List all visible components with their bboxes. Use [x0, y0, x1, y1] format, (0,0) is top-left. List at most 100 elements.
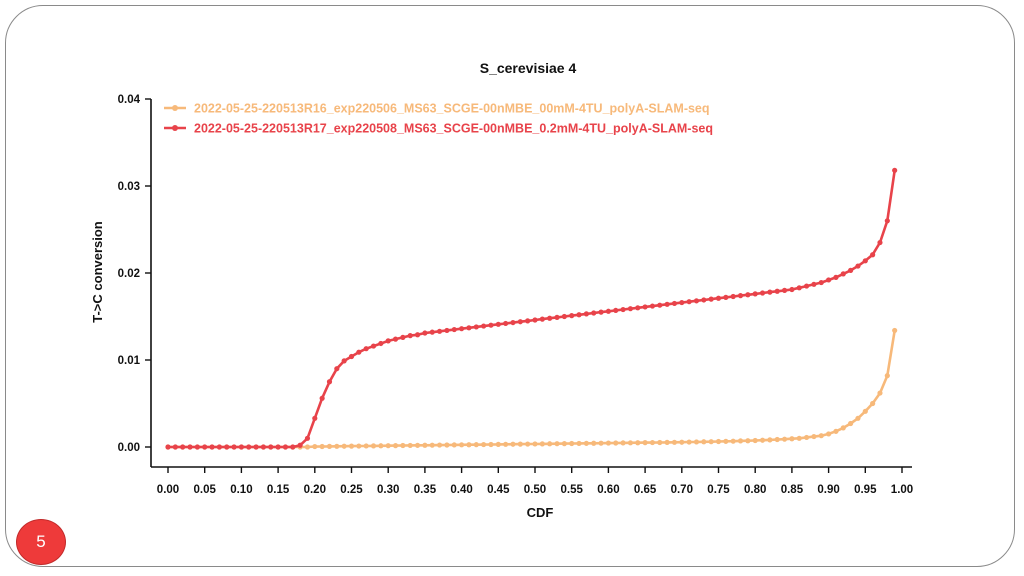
series-2-point — [356, 349, 362, 355]
series-2-point — [781, 287, 788, 293]
series-1-point — [870, 400, 876, 407]
series-1-point — [635, 440, 641, 446]
series-1-point — [686, 439, 692, 445]
series-2-point — [569, 313, 575, 319]
series-1-point — [598, 440, 604, 446]
x-tick-label: 0.05 — [194, 484, 217, 496]
series-2-point — [613, 307, 619, 314]
series-1-point — [385, 443, 391, 449]
series-2-point — [297, 442, 303, 448]
series-2-point — [547, 315, 553, 321]
series-1-point — [613, 440, 619, 446]
series-2-point — [429, 329, 435, 335]
series-1-point — [481, 441, 487, 448]
series-2-point — [605, 308, 612, 314]
series-2-point — [767, 289, 773, 295]
series-2-point — [326, 379, 333, 385]
series-2-point — [679, 299, 685, 306]
series-1-point — [803, 434, 810, 441]
series-1-point — [649, 439, 656, 446]
y-tick-label: 0.04 — [118, 94, 141, 106]
series-1-point — [510, 441, 516, 447]
x-tick-label: 0.15 — [267, 484, 290, 496]
series-1-point — [407, 442, 413, 449]
series-2-point — [216, 444, 222, 450]
series-1-point — [495, 441, 501, 447]
series-2-point — [715, 295, 722, 301]
series-1-point — [304, 444, 311, 450]
series-1-point — [664, 439, 670, 445]
x-tick-label: 0.55 — [561, 484, 584, 496]
series-1-point — [436, 442, 443, 448]
series-1-point — [855, 415, 861, 421]
series-1-point — [708, 439, 714, 445]
series-1-point — [781, 436, 788, 442]
series-2-point — [855, 263, 861, 269]
series-2-point — [774, 288, 780, 294]
series-2-point — [304, 435, 311, 441]
series-1-point — [679, 439, 685, 445]
series-2-point — [253, 444, 259, 450]
series-1-point — [422, 442, 428, 448]
x-tick-label: 0.20 — [304, 484, 326, 496]
series-2-point — [319, 395, 325, 401]
series-1-point — [774, 436, 780, 443]
series-1-point — [715, 438, 722, 445]
series-1-point — [745, 438, 751, 444]
series-2-point — [172, 444, 178, 450]
series-2-point — [414, 332, 421, 338]
series-2-point — [576, 312, 582, 318]
series-1-point — [532, 441, 538, 447]
series-1-point — [583, 440, 589, 446]
series-2-point — [803, 283, 810, 289]
series-2-point — [583, 311, 589, 317]
series-2-point — [649, 303, 656, 309]
series-1-point — [671, 439, 678, 445]
series-2-point — [818, 279, 824, 286]
series-2-point — [246, 444, 252, 450]
series-1-point — [877, 390, 883, 396]
x-tick-label: 0.85 — [781, 484, 804, 496]
series-2-point — [202, 444, 208, 450]
series-2-point — [275, 444, 281, 450]
x-tick-label: 0.90 — [817, 484, 839, 496]
series-2-point — [392, 336, 399, 342]
legend: 2022-05-25-220513R16_exp220506_MS63_SCGE… — [164, 102, 713, 136]
series-2-point — [385, 338, 391, 344]
series-2-point — [466, 325, 472, 331]
series-1-point — [569, 440, 575, 447]
series-2-point — [642, 304, 648, 310]
series-2-point — [752, 291, 758, 297]
series-1-point — [701, 439, 707, 445]
series-2-point — [598, 309, 604, 315]
x-tick-label: 0.30 — [377, 484, 399, 496]
y-tick-label: 0.02 — [118, 268, 140, 280]
series-2-point — [422, 330, 428, 336]
series-2-point — [525, 318, 531, 324]
chart-title: S_cerevisiae 4 — [480, 60, 577, 76]
series-1-point — [459, 442, 465, 448]
series-2-point — [495, 321, 501, 327]
series-2-point — [451, 326, 457, 333]
series-2-point — [627, 306, 634, 312]
legend-label-2: 2022-05-25-220513R17_exp220508_MS63_SCGE… — [194, 122, 713, 136]
series-2-point — [848, 267, 854, 273]
series-2-point — [224, 444, 230, 450]
series-1-point — [400, 442, 406, 449]
series-1-point — [833, 428, 839, 434]
series-1-point — [466, 442, 472, 448]
series-1-point — [363, 443, 369, 449]
slide-number-badge: 5 — [16, 519, 66, 565]
series-line-1 — [168, 330, 896, 449]
series-2-point — [701, 297, 707, 303]
series-1-point — [517, 441, 523, 447]
series-2-point — [539, 316, 545, 322]
series-1-point — [862, 408, 868, 414]
series-2-point — [481, 323, 487, 329]
legend-label-1: 2022-05-25-220513R16_exp220506_MS63_SCGE… — [194, 102, 710, 116]
x-tick-label: 0.35 — [414, 484, 437, 496]
y-tick-label: 0.01 — [118, 355, 141, 367]
series-2-point — [657, 302, 663, 308]
series-2-point — [407, 333, 413, 339]
series-1-point — [348, 443, 355, 449]
